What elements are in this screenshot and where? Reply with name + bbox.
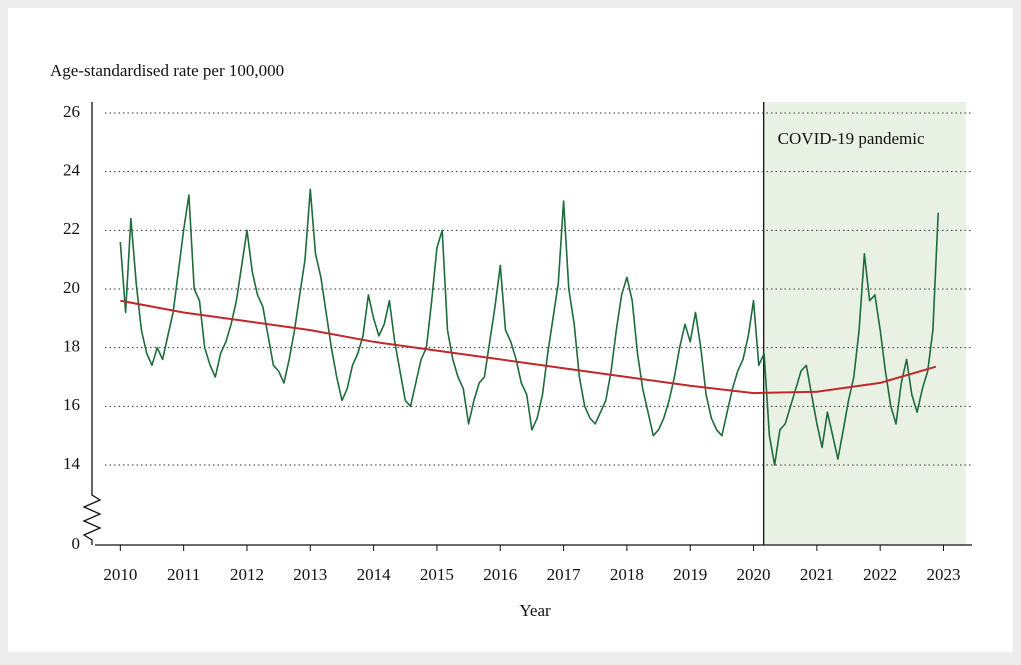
trend-line bbox=[120, 299, 937, 395]
x-tick-label: 2019 bbox=[673, 565, 707, 584]
x-tick-label: 2023 bbox=[927, 565, 961, 584]
x-tick-label: 2016 bbox=[483, 565, 517, 584]
y-tick-label: 18 bbox=[63, 337, 80, 356]
y-tick-label: 14 bbox=[63, 454, 81, 473]
x-axis-label: Year bbox=[519, 601, 551, 620]
x-tick-label: 2021 bbox=[800, 565, 834, 584]
x-tick-label: 2012 bbox=[230, 565, 264, 584]
y-axis-label: Age-standardised rate per 100,000 bbox=[50, 61, 284, 80]
y-tick-label: 16 bbox=[63, 395, 80, 414]
data-line bbox=[119, 188, 939, 466]
y-tick-label: 22 bbox=[63, 219, 80, 238]
y-tick-label: 20 bbox=[63, 278, 80, 297]
x-tick-label: 2018 bbox=[610, 565, 644, 584]
x-tick-label: 2022 bbox=[863, 565, 897, 584]
y-tick-label: 26 bbox=[63, 102, 80, 121]
x-tick-label: 2011 bbox=[167, 565, 200, 584]
y-tick-label: 0 bbox=[72, 534, 81, 553]
x-tick-label: 2020 bbox=[737, 565, 771, 584]
y-axis bbox=[82, 102, 102, 545]
shaded-region bbox=[763, 102, 966, 545]
x-tick-label: 2010 bbox=[103, 565, 137, 584]
y-tick-label: 24 bbox=[63, 161, 81, 180]
x-tick-label: 2014 bbox=[357, 565, 392, 584]
x-tick-label: 2015 bbox=[420, 565, 454, 584]
shade-label: COVID-19 pandemic bbox=[778, 129, 925, 148]
x-tick-label: 2017 bbox=[547, 565, 582, 584]
x-tick-label: 2013 bbox=[293, 565, 327, 584]
